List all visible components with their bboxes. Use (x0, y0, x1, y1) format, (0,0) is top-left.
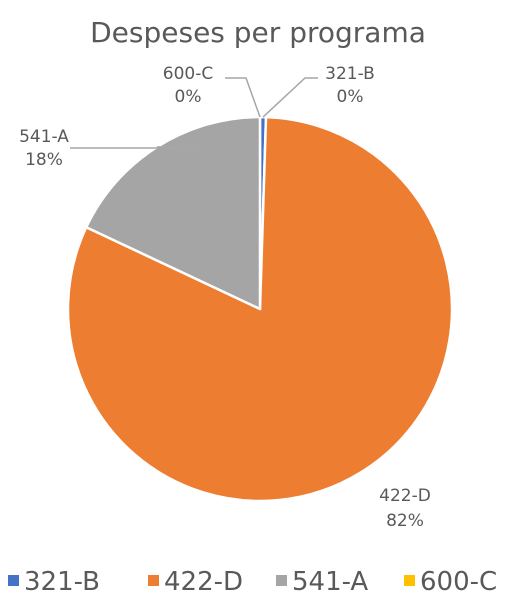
data-label-category: 541-A (19, 127, 69, 147)
data-label-422-d: 422-D 82% (379, 486, 431, 531)
pie-slices (66, 115, 454, 503)
data-label-percent: 0% (175, 87, 202, 107)
leader-line-600-c (225, 77, 261, 118)
data-label-percent: 82% (386, 511, 424, 531)
legend-label-541-a: 541-A (292, 567, 368, 597)
leader-line-541-a (70, 146, 201, 149)
leader-lines (70, 77, 318, 149)
legend-swatch-321-b (8, 575, 19, 586)
legend-label-422-d: 422-D (164, 567, 243, 597)
legend-label-321-b: 321-B (24, 567, 100, 597)
data-label-category: 422-D (379, 486, 431, 506)
data-label-category: 321-B (325, 64, 375, 84)
data-label-321-b: 321-B 0% (325, 64, 375, 107)
chart-title: Despeses per programa (90, 16, 426, 49)
data-label-percent: 0% (337, 87, 364, 107)
legend-swatch-541-a (276, 575, 287, 586)
data-label-category: 600-C (163, 64, 213, 84)
data-label-percent: 18% (25, 150, 63, 170)
data-label-541-a: 541-A 18% (19, 127, 69, 170)
legend-swatch-422-d (148, 575, 159, 586)
leader-line-321-b (262, 77, 318, 118)
legend-swatch-600-c (404, 575, 415, 586)
legend: 321-B 422-D 541-A 600-C (8, 567, 497, 597)
legend-label-600-c: 600-C (420, 567, 497, 597)
data-label-600-c: 600-C 0% (163, 64, 213, 107)
